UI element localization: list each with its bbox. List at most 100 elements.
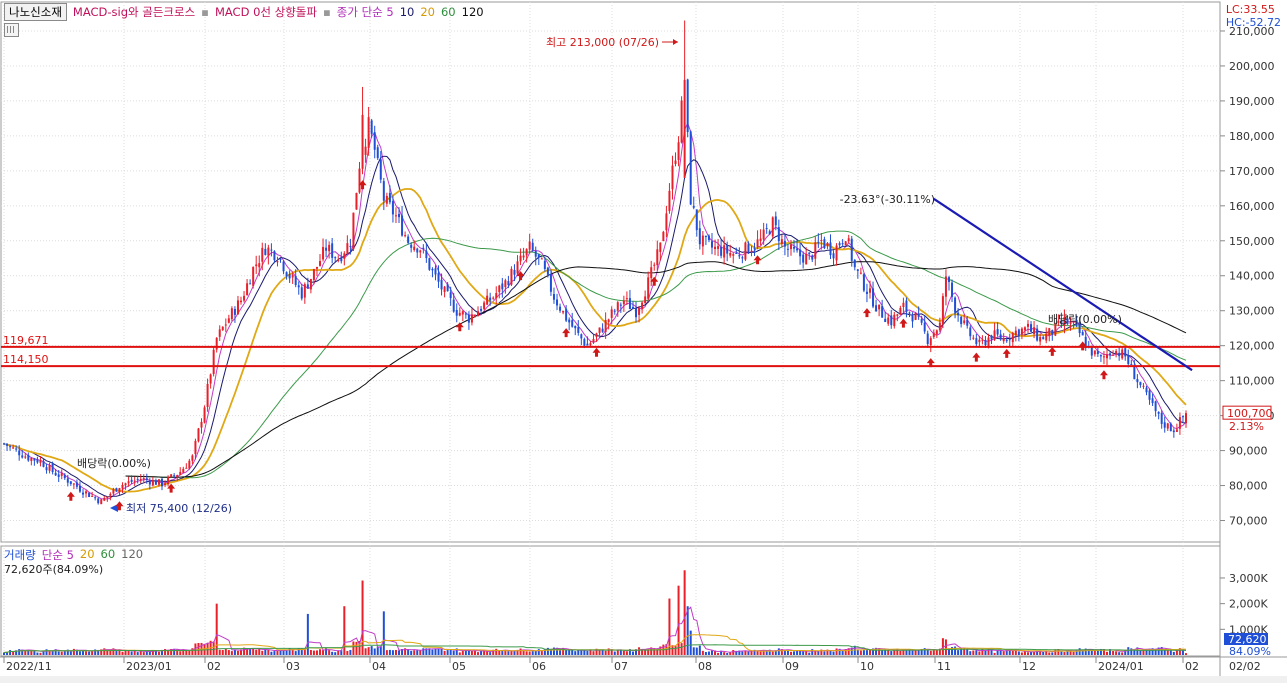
candle-body: [407, 236, 410, 243]
candle-body: [240, 300, 243, 303]
volume-bar: [957, 650, 960, 655]
candle-body: [689, 131, 692, 205]
volume-bar: [1145, 649, 1148, 655]
volume-ma-120[interactable]: 120: [121, 547, 144, 561]
volume-bar: [285, 650, 288, 655]
signal-up-arrow: [899, 318, 908, 328]
volume-bar: [656, 649, 659, 655]
candle-body: [303, 284, 306, 298]
volume-bar: [1139, 649, 1142, 655]
candle-body: [1048, 328, 1051, 336]
chart-menu-icon[interactable]: [4, 23, 19, 37]
volume-ma-20[interactable]: 20: [79, 547, 95, 561]
ma-10-label[interactable]: 10: [399, 5, 415, 19]
candle-body: [771, 217, 774, 237]
volume-bar: [130, 651, 133, 655]
volume-bar: [45, 649, 48, 655]
volume-bar: [802, 651, 805, 655]
volume-bar: [309, 649, 312, 655]
volume-bar: [513, 650, 516, 655]
candle-body: [814, 242, 817, 259]
candle-body: [483, 302, 486, 309]
candle-body: [492, 297, 495, 299]
volume-bar: [1020, 652, 1023, 655]
volume-bar: [947, 648, 950, 655]
volume-bar: [240, 649, 243, 655]
volume-bar: [233, 649, 236, 655]
candle-body: [54, 472, 57, 476]
volume-bar: [261, 650, 264, 655]
volume-bar: [562, 647, 565, 655]
volume-ma-60[interactable]: 60: [100, 547, 116, 561]
volume-bar: [1099, 648, 1102, 655]
candle-body: [82, 492, 85, 495]
ma-120-label[interactable]: 120: [461, 5, 484, 19]
volume-bar: [859, 650, 862, 655]
indicator-macd-sig[interactable]: MACD-sig와 골든크로스: [72, 5, 196, 19]
candle-body: [884, 318, 887, 323]
volume-bar: [914, 650, 917, 655]
volume-bar: [862, 650, 865, 655]
volume-bar: [1160, 647, 1163, 655]
candle-body: [707, 235, 710, 240]
volume-bar: [328, 650, 331, 655]
ma-20-label[interactable]: 20: [420, 5, 435, 19]
candle-body: [738, 255, 741, 257]
volume-bar: [516, 649, 519, 655]
candle-body: [747, 244, 750, 254]
volume-bar: [112, 648, 115, 655]
candle-body: [966, 319, 969, 326]
trend-label: -23.63°(-30.11%): [840, 193, 935, 206]
candle-body: [625, 298, 628, 300]
candle-body: [811, 255, 814, 260]
candle-body: [88, 492, 91, 497]
candle-body: [379, 159, 382, 180]
candle-body: [1020, 328, 1023, 335]
stock-name[interactable]: 나노신소재: [4, 3, 67, 21]
candle-body: [832, 253, 835, 259]
candle-body: [236, 300, 239, 315]
volume-bar: [1048, 652, 1051, 655]
volume-ma-label[interactable]: 단순 5: [41, 548, 74, 562]
volume-bar: [170, 648, 173, 655]
signal-up-arrow: [358, 180, 367, 190]
volume-bar: [69, 651, 72, 655]
volume-bar: [1105, 651, 1108, 655]
candle-body: [638, 307, 641, 315]
volume-bar: [379, 646, 382, 655]
volume-bar: [12, 651, 15, 655]
volume-bar: [835, 648, 838, 655]
candle-body: [455, 309, 458, 316]
candle-body: [142, 478, 145, 480]
volume-bar: [361, 580, 364, 655]
ma-label[interactable]: 종가 단순 5: [336, 5, 394, 19]
candle-body: [799, 249, 802, 257]
volume-bar: [145, 651, 148, 655]
candle-body: [881, 306, 884, 318]
volume-bar: [552, 647, 555, 655]
candle-body: [294, 275, 297, 285]
candle-body: [197, 428, 200, 442]
candle-body: [540, 258, 543, 260]
volume-bar: [355, 641, 358, 655]
volume-bar: [865, 648, 868, 655]
ma-60-label[interactable]: 60: [440, 5, 456, 19]
volume-title[interactable]: 거래량: [4, 548, 36, 562]
volume-bar: [27, 650, 30, 655]
candle-body: [391, 201, 394, 215]
candle-body: [820, 239, 823, 241]
candle-body: [458, 312, 461, 316]
candle-body: [340, 257, 343, 262]
candle-body: [1017, 329, 1020, 337]
candle-body: [382, 181, 385, 201]
candle-body: [218, 329, 221, 337]
indicator-macd-zero[interactable]: MACD 0선 상향돌파: [214, 5, 317, 19]
candle-body: [48, 465, 51, 471]
support-level-label: 114,150: [3, 353, 49, 366]
volume-bar: [142, 652, 145, 655]
signal-up-arrow: [862, 308, 871, 318]
volume-bar: [875, 647, 878, 655]
candle-body: [868, 288, 871, 293]
candle-body: [1175, 429, 1178, 432]
